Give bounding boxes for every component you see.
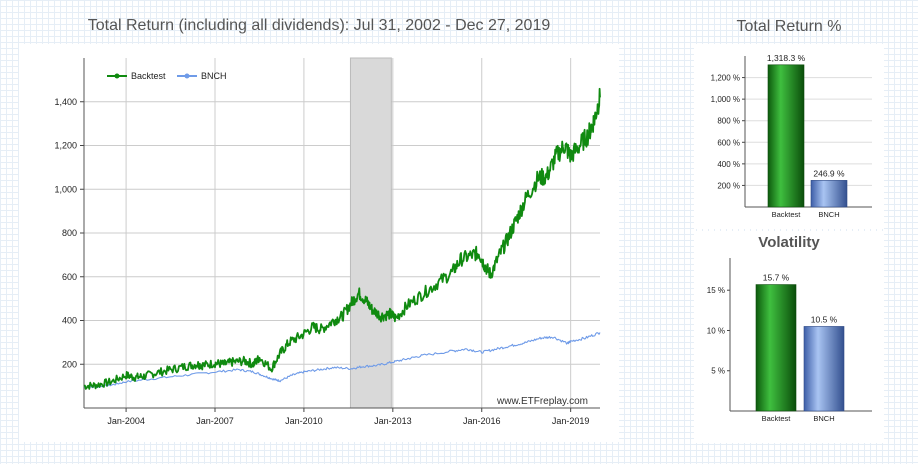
x-tick-label: Jan-2013 [374,416,412,426]
total-return-title: Total Return % [736,18,842,35]
bar-y-tick-label: 400 % [717,160,740,169]
main-chart-panel [19,44,619,442]
legend-marker-backtest [114,73,120,79]
legend-marker-bnch [184,73,190,79]
watermark: www.ETFreplay.com [496,396,588,407]
y-tick-label: 1,000 [54,184,77,194]
bar-category-label: BNCH [818,210,839,219]
main-axes: 200 400 600 800 1,000 1,200 1,400 Jan-2004 Jan-2… [54,58,600,426]
x-tick-label: Jan-2010 [285,416,323,426]
x-tick-label: Jan-2007 [196,416,234,426]
y-tick-label: 400 [62,316,77,326]
volatility-chart: 5 % 10 % 15 % 15.7 % Backtest 10.5 % BNCH [707,258,872,423]
bar-bnch [810,180,848,208]
bar-backtest [767,64,805,208]
bar-value-label: 15.7 % [763,273,790,283]
bar-category-label: Backtest [772,210,802,219]
bar-category-label: BNCH [813,414,834,423]
total-return-chart: 200 % 400 % 600 % 800 % 1,000 % 1,200 % 1,318.… [711,53,872,219]
y-tick-label: 800 [62,228,77,238]
volatility-title: Volatility [758,234,820,251]
bar-value-label: 246.9 % [813,168,845,178]
bar-y-tick-label: 200 % [717,181,740,190]
x-tick-label: Jan-2019 [552,416,590,426]
bar-y-tick-label: 800 % [717,117,740,126]
bar-y-tick-label: 15 % [707,286,725,295]
bar-value-label: 10.5 % [811,314,838,324]
legend-label-bnch: BNCH [201,71,227,81]
bar-bnch [803,326,845,412]
bar-backtest [755,284,797,412]
y-tick-label: 1,400 [54,97,77,107]
y-tick-label: 600 [62,272,77,282]
series-line-backtest [83,87,601,390]
bar-value-label: 1,318.3 % [767,53,806,63]
y-tick-label: 1,200 [54,141,77,151]
main-series [83,87,601,390]
bar-y-tick-label: 5 % [711,367,725,376]
legend: Backtest BNCH [107,71,227,81]
series-line-bnch [83,332,601,389]
bar-y-tick-label: 1,200 % [711,74,740,83]
y-tick-label: 200 [62,359,77,369]
main-grid [84,58,600,408]
legend-label-backtest: Backtest [131,71,166,81]
bar-y-tick-label: 1,000 % [711,95,740,104]
x-tick-label: Jan-2016 [463,416,501,426]
bar-y-tick-label: 600 % [717,138,740,147]
bar-category-label: Backtest [762,414,792,423]
main-chart-title: Total Return (including all dividends): … [87,17,551,34]
bar-y-tick-label: 10 % [707,326,725,335]
x-tick-label: Jan-2004 [107,416,145,426]
